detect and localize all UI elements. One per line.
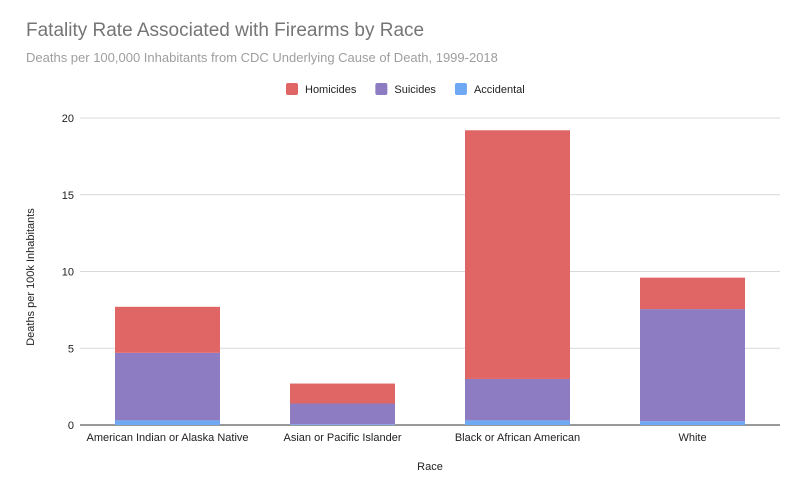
bar-segment-accidental	[640, 421, 745, 425]
legend-swatch	[286, 83, 298, 95]
y-tick-labels: 0 5 10 15 20	[62, 113, 74, 432]
y-axis-label: Deaths per 100k Inhabitants	[25, 208, 37, 346]
bar-segment-suicides	[465, 378, 570, 421]
x-axis-label: Race	[417, 461, 443, 473]
legend: Homicides Suicides Accidental	[286, 83, 525, 96]
bar-segment-homicides	[640, 277, 745, 310]
bar-segment-homicides	[115, 306, 220, 353]
bar-segment-suicides	[640, 309, 745, 422]
bar-segment-homicides	[290, 383, 395, 404]
chart-subtitle: Deaths per 100,000 Inhabitants from CDC …	[26, 50, 498, 65]
bar-segment-suicides	[290, 403, 395, 425]
bar-segment-accidental	[115, 420, 220, 425]
y-tick-label: 0	[68, 420, 74, 432]
bar-segment-homicides	[465, 130, 570, 379]
x-tick-label: American Indian or Alaska Native	[86, 432, 248, 444]
y-tick-label: 20	[62, 113, 74, 125]
x-tick-label: Asian or Pacific Islander	[284, 432, 402, 444]
bar-segment-accidental	[465, 420, 570, 425]
y-tick-label: 5	[68, 343, 74, 355]
chart-title: Fatality Rate Associated with Firearms b…	[26, 20, 425, 41]
y-tick-label: 15	[62, 190, 74, 202]
x-tick-label: Black or African American	[455, 432, 580, 444]
legend-label: Accidental	[474, 84, 525, 96]
legend-swatch	[454, 83, 467, 95]
legend-label: Suicides	[394, 84, 436, 96]
x-tick-label: White	[678, 432, 706, 444]
x-tick-labels: American Indian or Alaska Native Asian or…	[86, 432, 706, 444]
y-tick-label: 10	[62, 267, 74, 279]
bars	[115, 130, 745, 425]
legend-label: Homicides	[305, 84, 357, 96]
bar-segment-suicides	[115, 352, 220, 421]
bar-segment-accidental	[290, 424, 395, 425]
legend-swatch	[375, 83, 388, 95]
